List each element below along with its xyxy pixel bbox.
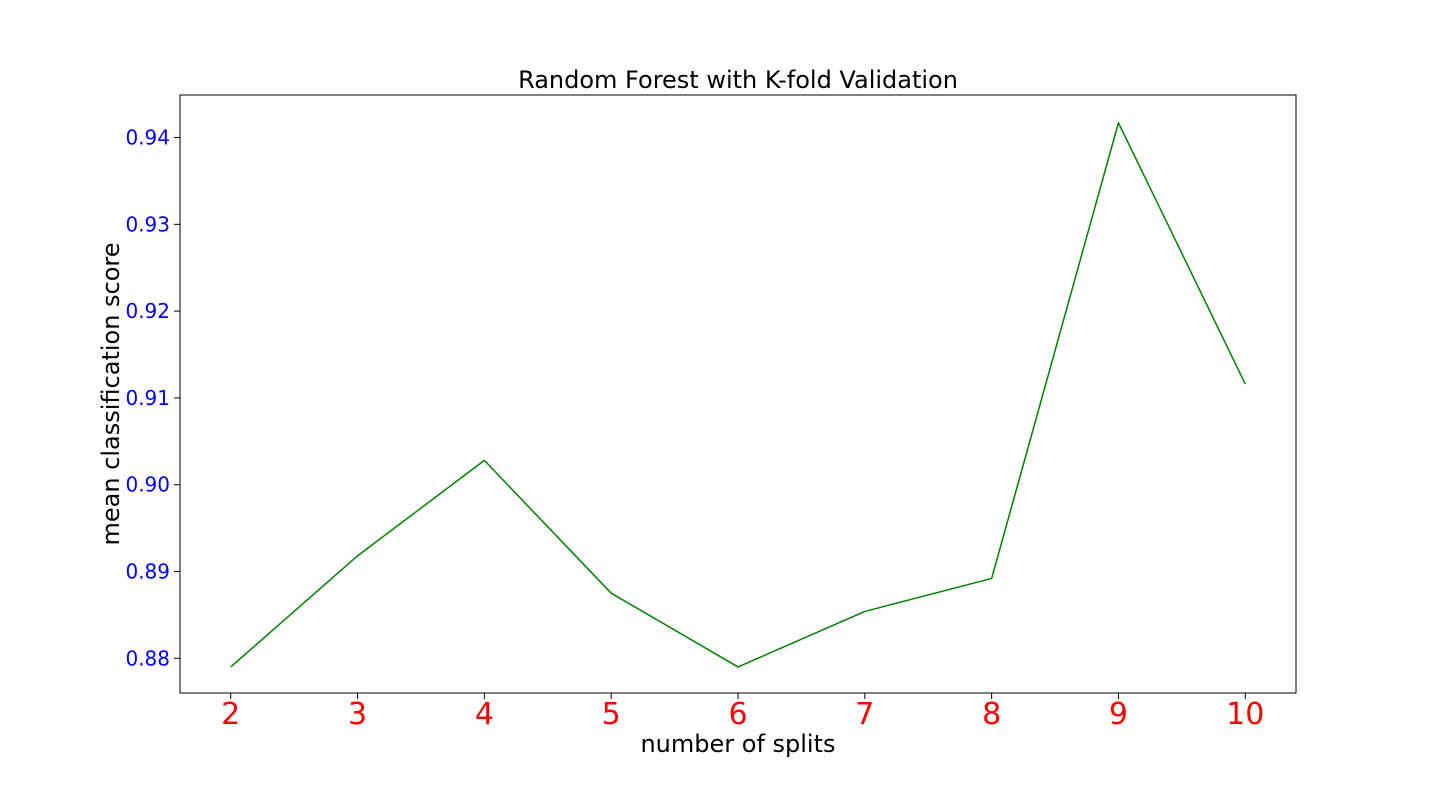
x-tick-label: 3 [348, 697, 367, 732]
chart-title: Random Forest with K-fold Validation [518, 66, 958, 94]
y-axis-label: mean classification score [97, 242, 125, 545]
x-tick-label: 5 [602, 697, 621, 732]
x-tick-label: 6 [728, 697, 747, 732]
y-tick-label: 0.94 [125, 126, 170, 150]
y-tick-label: 0.91 [125, 386, 170, 410]
x-tick-label: 2 [221, 697, 240, 732]
x-tick-label: 9 [1109, 697, 1128, 732]
x-tick-label: 4 [475, 697, 494, 732]
x-tick-label: 7 [855, 697, 874, 732]
x-tick-label: 8 [982, 697, 1001, 732]
series-layer [230, 122, 1246, 668]
y-tick-label: 0.88 [125, 646, 170, 670]
y-tick-label: 0.92 [125, 299, 170, 323]
series-line [230, 122, 1246, 668]
y-axis-ticks: 0.88 0.89 0.90 0.91 0.92 0.93 0.94 [125, 126, 180, 670]
x-tick-label: 10 [1226, 697, 1264, 732]
x-axis-label: number of splits [640, 730, 835, 758]
x-axis-ticks: 2 3 4 5 6 7 8 9 10 [221, 693, 1264, 732]
y-tick-label: 0.93 [125, 212, 170, 236]
y-tick-label: 0.89 [125, 559, 170, 583]
y-tick-label: 0.90 [125, 473, 170, 497]
